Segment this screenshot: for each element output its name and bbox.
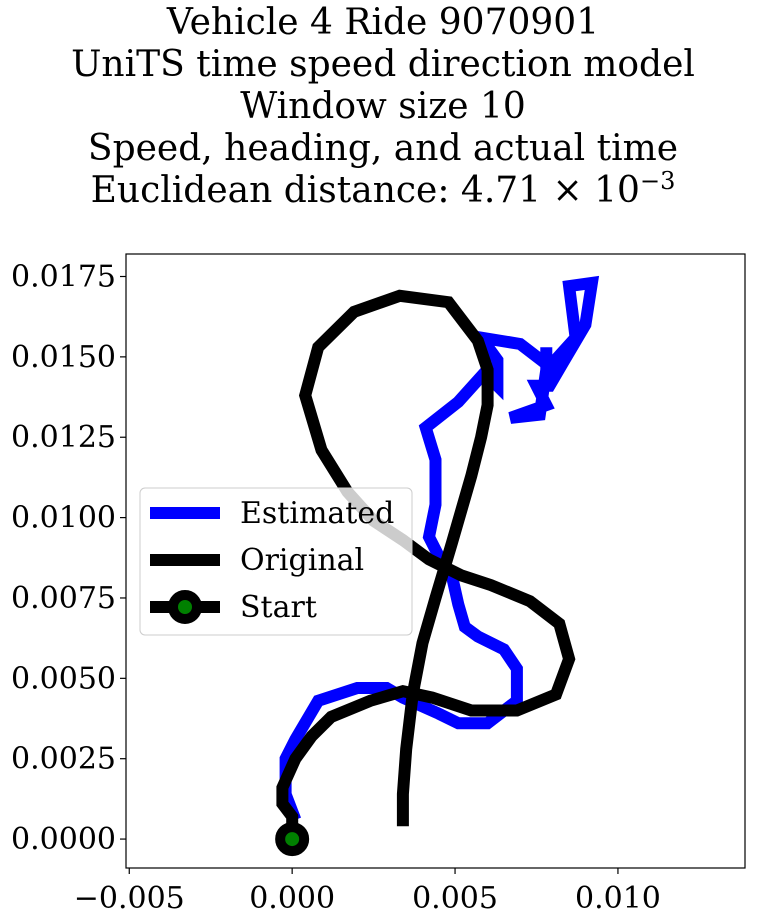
legend-label-original: Original bbox=[240, 543, 364, 578]
y-tick-label: 0.0175 bbox=[11, 260, 116, 295]
title-line-5: Euclidean distance: 4.71 × 10−3 bbox=[0, 167, 766, 212]
y-axis: 0.0000 0.0025 0.0050 0.0075 0.0100 0.0125 0.01… bbox=[11, 260, 126, 857]
x-tick-label: 0.005 bbox=[412, 881, 498, 916]
y-tick-label: 0.0125 bbox=[11, 420, 116, 455]
legend: Estimated Original Start bbox=[139, 487, 413, 636]
title-line-5-prefix: Euclidean distance: 4.71 × 10 bbox=[90, 170, 640, 211]
title-line-5-exponent: −3 bbox=[639, 167, 676, 195]
y-tick-label: 0.0100 bbox=[11, 501, 116, 536]
start-marker bbox=[275, 822, 310, 857]
legend-box bbox=[139, 487, 413, 636]
title-line-2: UniTS time speed direction model bbox=[71, 44, 695, 85]
plot-frame bbox=[125, 253, 746, 869]
x-tick-label: 0.000 bbox=[249, 881, 335, 916]
legend-label-estimated: Estimated bbox=[240, 496, 394, 531]
x-tick-label: −0.005 bbox=[74, 881, 185, 916]
y-tick-label: 0.0025 bbox=[11, 742, 116, 777]
chart-title: Vehicle 4 Ride 9070901 UniTS time speed … bbox=[0, 2, 766, 212]
title-line-4: Speed, heading, and actual time bbox=[87, 128, 679, 169]
title-line-3: Window size 10 bbox=[240, 86, 526, 127]
y-tick-label: 0.0050 bbox=[11, 661, 116, 696]
x-tick-label: 0.010 bbox=[575, 881, 661, 916]
x-axis: −0.005 0.000 0.005 0.010 bbox=[74, 868, 661, 916]
y-tick-label: 0.0000 bbox=[11, 822, 116, 857]
y-tick-label: 0.0075 bbox=[11, 581, 116, 616]
legend-start-marker bbox=[168, 590, 202, 624]
y-tick-label: 0.0150 bbox=[11, 340, 116, 375]
legend-label-start: Start bbox=[240, 590, 317, 625]
title-line-1: Vehicle 4 Ride 9070901 bbox=[166, 2, 600, 43]
